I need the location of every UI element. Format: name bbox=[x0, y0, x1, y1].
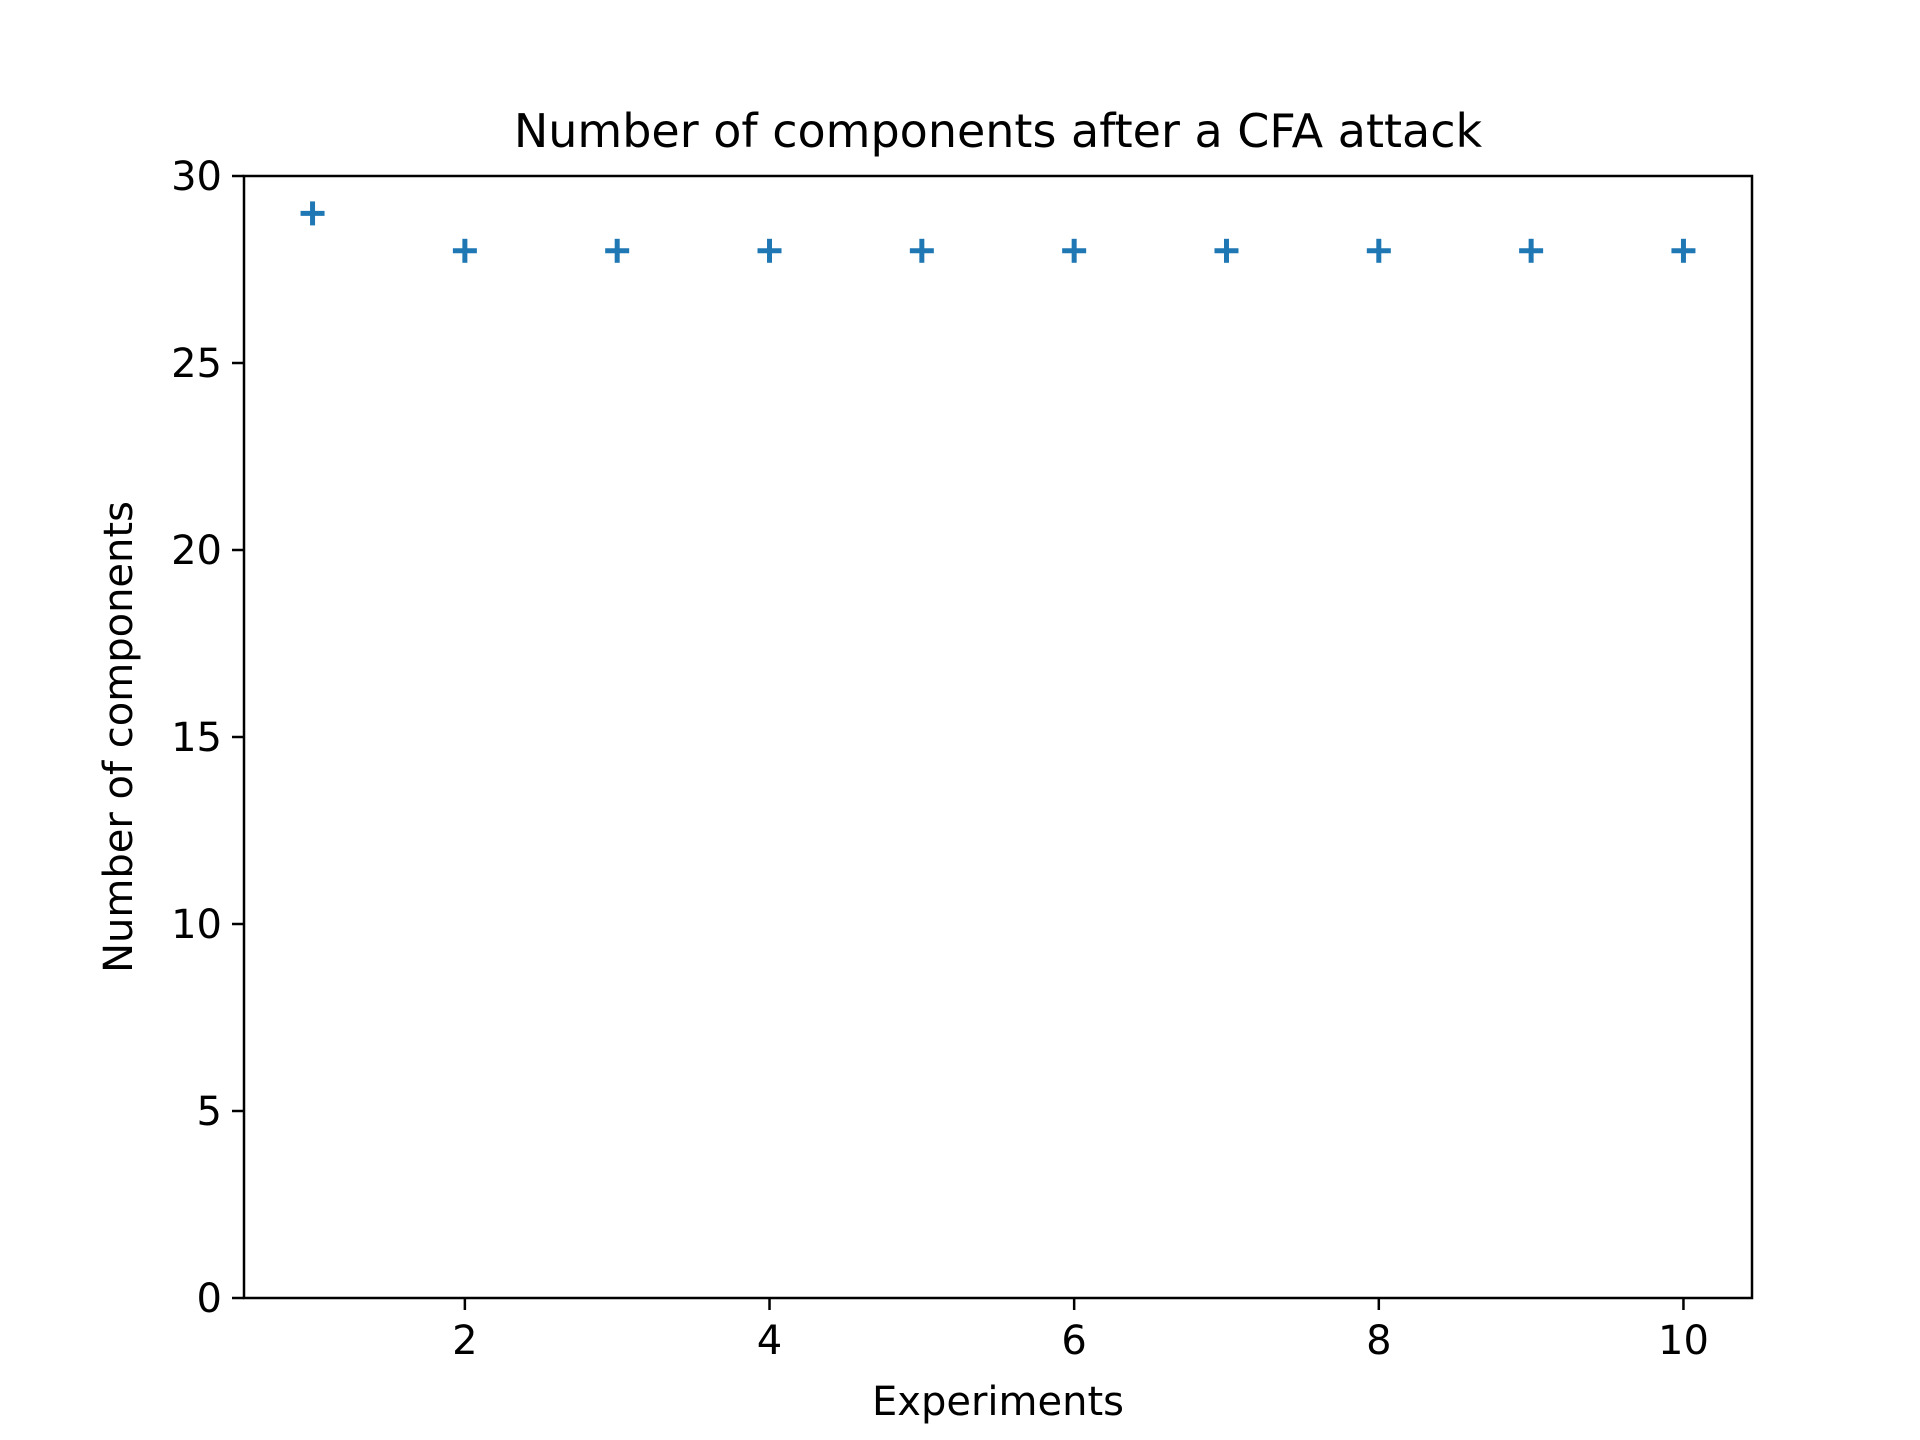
y-axis-label: Number of components bbox=[96, 501, 142, 973]
x-tick-label: 2 bbox=[452, 1318, 477, 1364]
data-point bbox=[757, 238, 782, 263]
axes-frame bbox=[242, 174, 1754, 1300]
data-point bbox=[1062, 238, 1087, 263]
data-point bbox=[1366, 238, 1391, 263]
x-axis-label: Experiments bbox=[872, 1379, 1124, 1425]
x-tick-label: 6 bbox=[1061, 1318, 1086, 1364]
x-tick-label: 8 bbox=[1366, 1318, 1391, 1364]
data-point bbox=[452, 238, 477, 263]
chart-title: Number of components after a CFA attack bbox=[514, 104, 1483, 158]
y-tick-label: 0 bbox=[197, 1276, 222, 1322]
data-point bbox=[605, 238, 630, 263]
data-point bbox=[1671, 238, 1696, 263]
y-tick-label: 10 bbox=[171, 902, 222, 948]
y-axis-ticks: 0 5 10 15 20 25 30 bbox=[171, 154, 244, 1322]
x-tick-label: 4 bbox=[757, 1318, 782, 1364]
y-tick-label: 15 bbox=[171, 715, 222, 761]
data-point bbox=[1519, 238, 1544, 263]
data-point bbox=[1214, 238, 1239, 263]
data-markers bbox=[300, 201, 1696, 263]
data-point bbox=[909, 238, 934, 263]
y-tick-label: 30 bbox=[171, 154, 222, 200]
x-tick-label: 10 bbox=[1658, 1318, 1709, 1364]
x-axis-ticks: 2 4 6 8 10 bbox=[452, 1298, 1709, 1364]
y-tick-label: 25 bbox=[171, 341, 222, 387]
y-tick-label: 20 bbox=[171, 528, 222, 574]
y-tick-label: 5 bbox=[197, 1089, 222, 1135]
data-point bbox=[300, 201, 325, 226]
plot-area bbox=[242, 174, 1754, 1300]
